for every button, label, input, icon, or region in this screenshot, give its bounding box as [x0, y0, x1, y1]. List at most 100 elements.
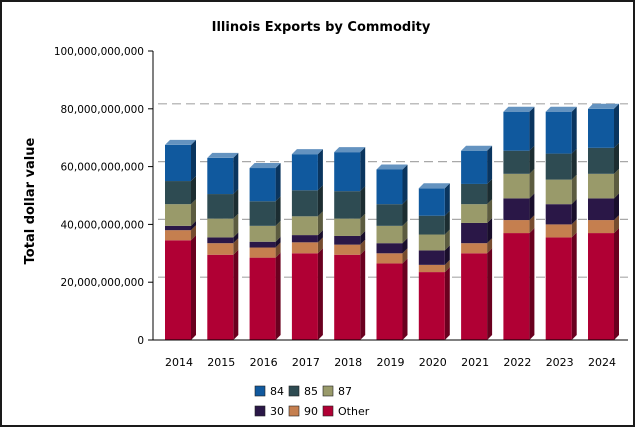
bar-segment: [545, 148, 577, 180]
bar-segment: [165, 139, 196, 182]
bar-segment: [291, 185, 323, 217]
bar-segment: [588, 193, 619, 221]
bar-top: [461, 145, 493, 151]
bar-segment: [461, 145, 493, 184]
x-tick-label: 2018: [334, 356, 362, 369]
bar-segment: [418, 229, 450, 251]
bar-segment: [376, 220, 408, 244]
bar-segment: [461, 238, 493, 254]
bar-segment: [334, 213, 366, 236]
bar-segment: [461, 178, 493, 205]
bar-segment: [165, 220, 196, 231]
legend-item: 85: [288, 385, 318, 398]
bar-segment: [291, 149, 323, 191]
bar-segment: [545, 232, 577, 340]
bar-segment: [291, 237, 323, 254]
bar-segment: [249, 196, 281, 226]
bar-segment: [334, 249, 366, 340]
bar-segment: [418, 259, 450, 273]
x-tick-label: 2015: [207, 356, 235, 369]
bar-segment: [376, 258, 408, 340]
y-tick-label: 0: [137, 335, 144, 347]
legend-swatch: [254, 405, 266, 417]
x-tick-label: 2020: [419, 356, 447, 369]
bar-segment: [376, 238, 408, 254]
bar-segment: [588, 168, 619, 199]
bar-segment: [291, 230, 323, 243]
bar-segment: [503, 228, 535, 340]
legend-swatch: [254, 385, 266, 397]
bar-segment: [418, 245, 450, 265]
bar-segment: [249, 242, 281, 258]
bar-segment: [334, 239, 366, 255]
bar-segment: [207, 232, 239, 244]
legend-swatch: [322, 405, 334, 417]
bar-segment: [461, 248, 493, 340]
bar-segment: [207, 249, 239, 340]
y-tick-label: 60,000,000,000: [61, 162, 145, 174]
bar-segment: [207, 189, 239, 219]
axes: 2014 2015 2016 2017 2018 2019 2020 2021 2022 2023…: [54, 46, 628, 369]
bar-segment: [503, 168, 535, 199]
bars: [165, 103, 619, 340]
bar-segment: [461, 217, 493, 244]
x-tick-label: 2024: [588, 356, 616, 369]
legend-label: 87: [338, 385, 352, 398]
bar-segment: [503, 145, 535, 174]
bar-top: [588, 103, 619, 109]
y-tick-label: 20,000,000,000: [61, 277, 145, 289]
bar-segment: [207, 238, 239, 255]
x-tick-label: 2023: [546, 356, 574, 369]
bar-top: [207, 152, 239, 158]
x-tick-label: 2017: [292, 356, 320, 369]
bar-segment: [545, 106, 577, 154]
bar-segment: [207, 213, 239, 238]
bar-segment: [249, 220, 281, 242]
legend-label: 90: [304, 405, 318, 418]
legend-swatch: [322, 385, 334, 397]
legend-swatch: [288, 405, 300, 417]
bar-segment: [588, 103, 619, 148]
x-tick-label: 2019: [377, 356, 405, 369]
bar-segment: [418, 210, 450, 235]
bar-segment: [376, 248, 408, 264]
legend-item: 30: [254, 405, 284, 418]
y-tick-label: 100,000,000,000: [54, 46, 144, 58]
y-axis-label: Total dollar value: [23, 137, 38, 264]
bar-segment: [503, 193, 535, 221]
bar-segment: [503, 215, 535, 234]
bar-segment: [165, 199, 196, 226]
bar-segment: [207, 152, 239, 195]
bar-segment: [334, 147, 366, 192]
legend: 84 85 87 30 90 Other: [254, 385, 370, 418]
bar-top: [165, 139, 196, 145]
bar-segment: [376, 164, 408, 205]
x-tick-label: 2014: [165, 356, 193, 369]
bar-segment: [249, 236, 281, 248]
bar-segment: [545, 199, 577, 225]
bar-segment: [588, 142, 619, 174]
bar-segment: [249, 163, 281, 202]
bar-segment: [291, 211, 323, 236]
bar-segment: [165, 176, 196, 205]
bar-segment: [418, 183, 450, 216]
stacked-bar-chart: Illinois Exports by Commodity Total doll…: [23, 20, 628, 418]
bar-top: [376, 164, 408, 170]
x-tick-label: 2022: [503, 356, 531, 369]
bar-top: [334, 147, 366, 153]
bar-segment: [588, 228, 619, 340]
legend-label: 84: [270, 385, 284, 398]
chart-title: Illinois Exports by Commodity: [212, 20, 431, 35]
legend-item: Other: [322, 405, 370, 418]
y-tick-label: 80,000,000,000: [61, 104, 145, 116]
legend-item: 87: [322, 385, 352, 398]
bar-segment: [588, 215, 619, 234]
bar-segment: [545, 219, 577, 238]
bar-top: [418, 183, 450, 189]
bar-top: [249, 163, 281, 169]
bar-top: [503, 106, 535, 112]
y-tick-label: 40,000,000,000: [61, 219, 145, 231]
bar-top: [545, 106, 577, 112]
x-tick-label: 2021: [461, 356, 489, 369]
